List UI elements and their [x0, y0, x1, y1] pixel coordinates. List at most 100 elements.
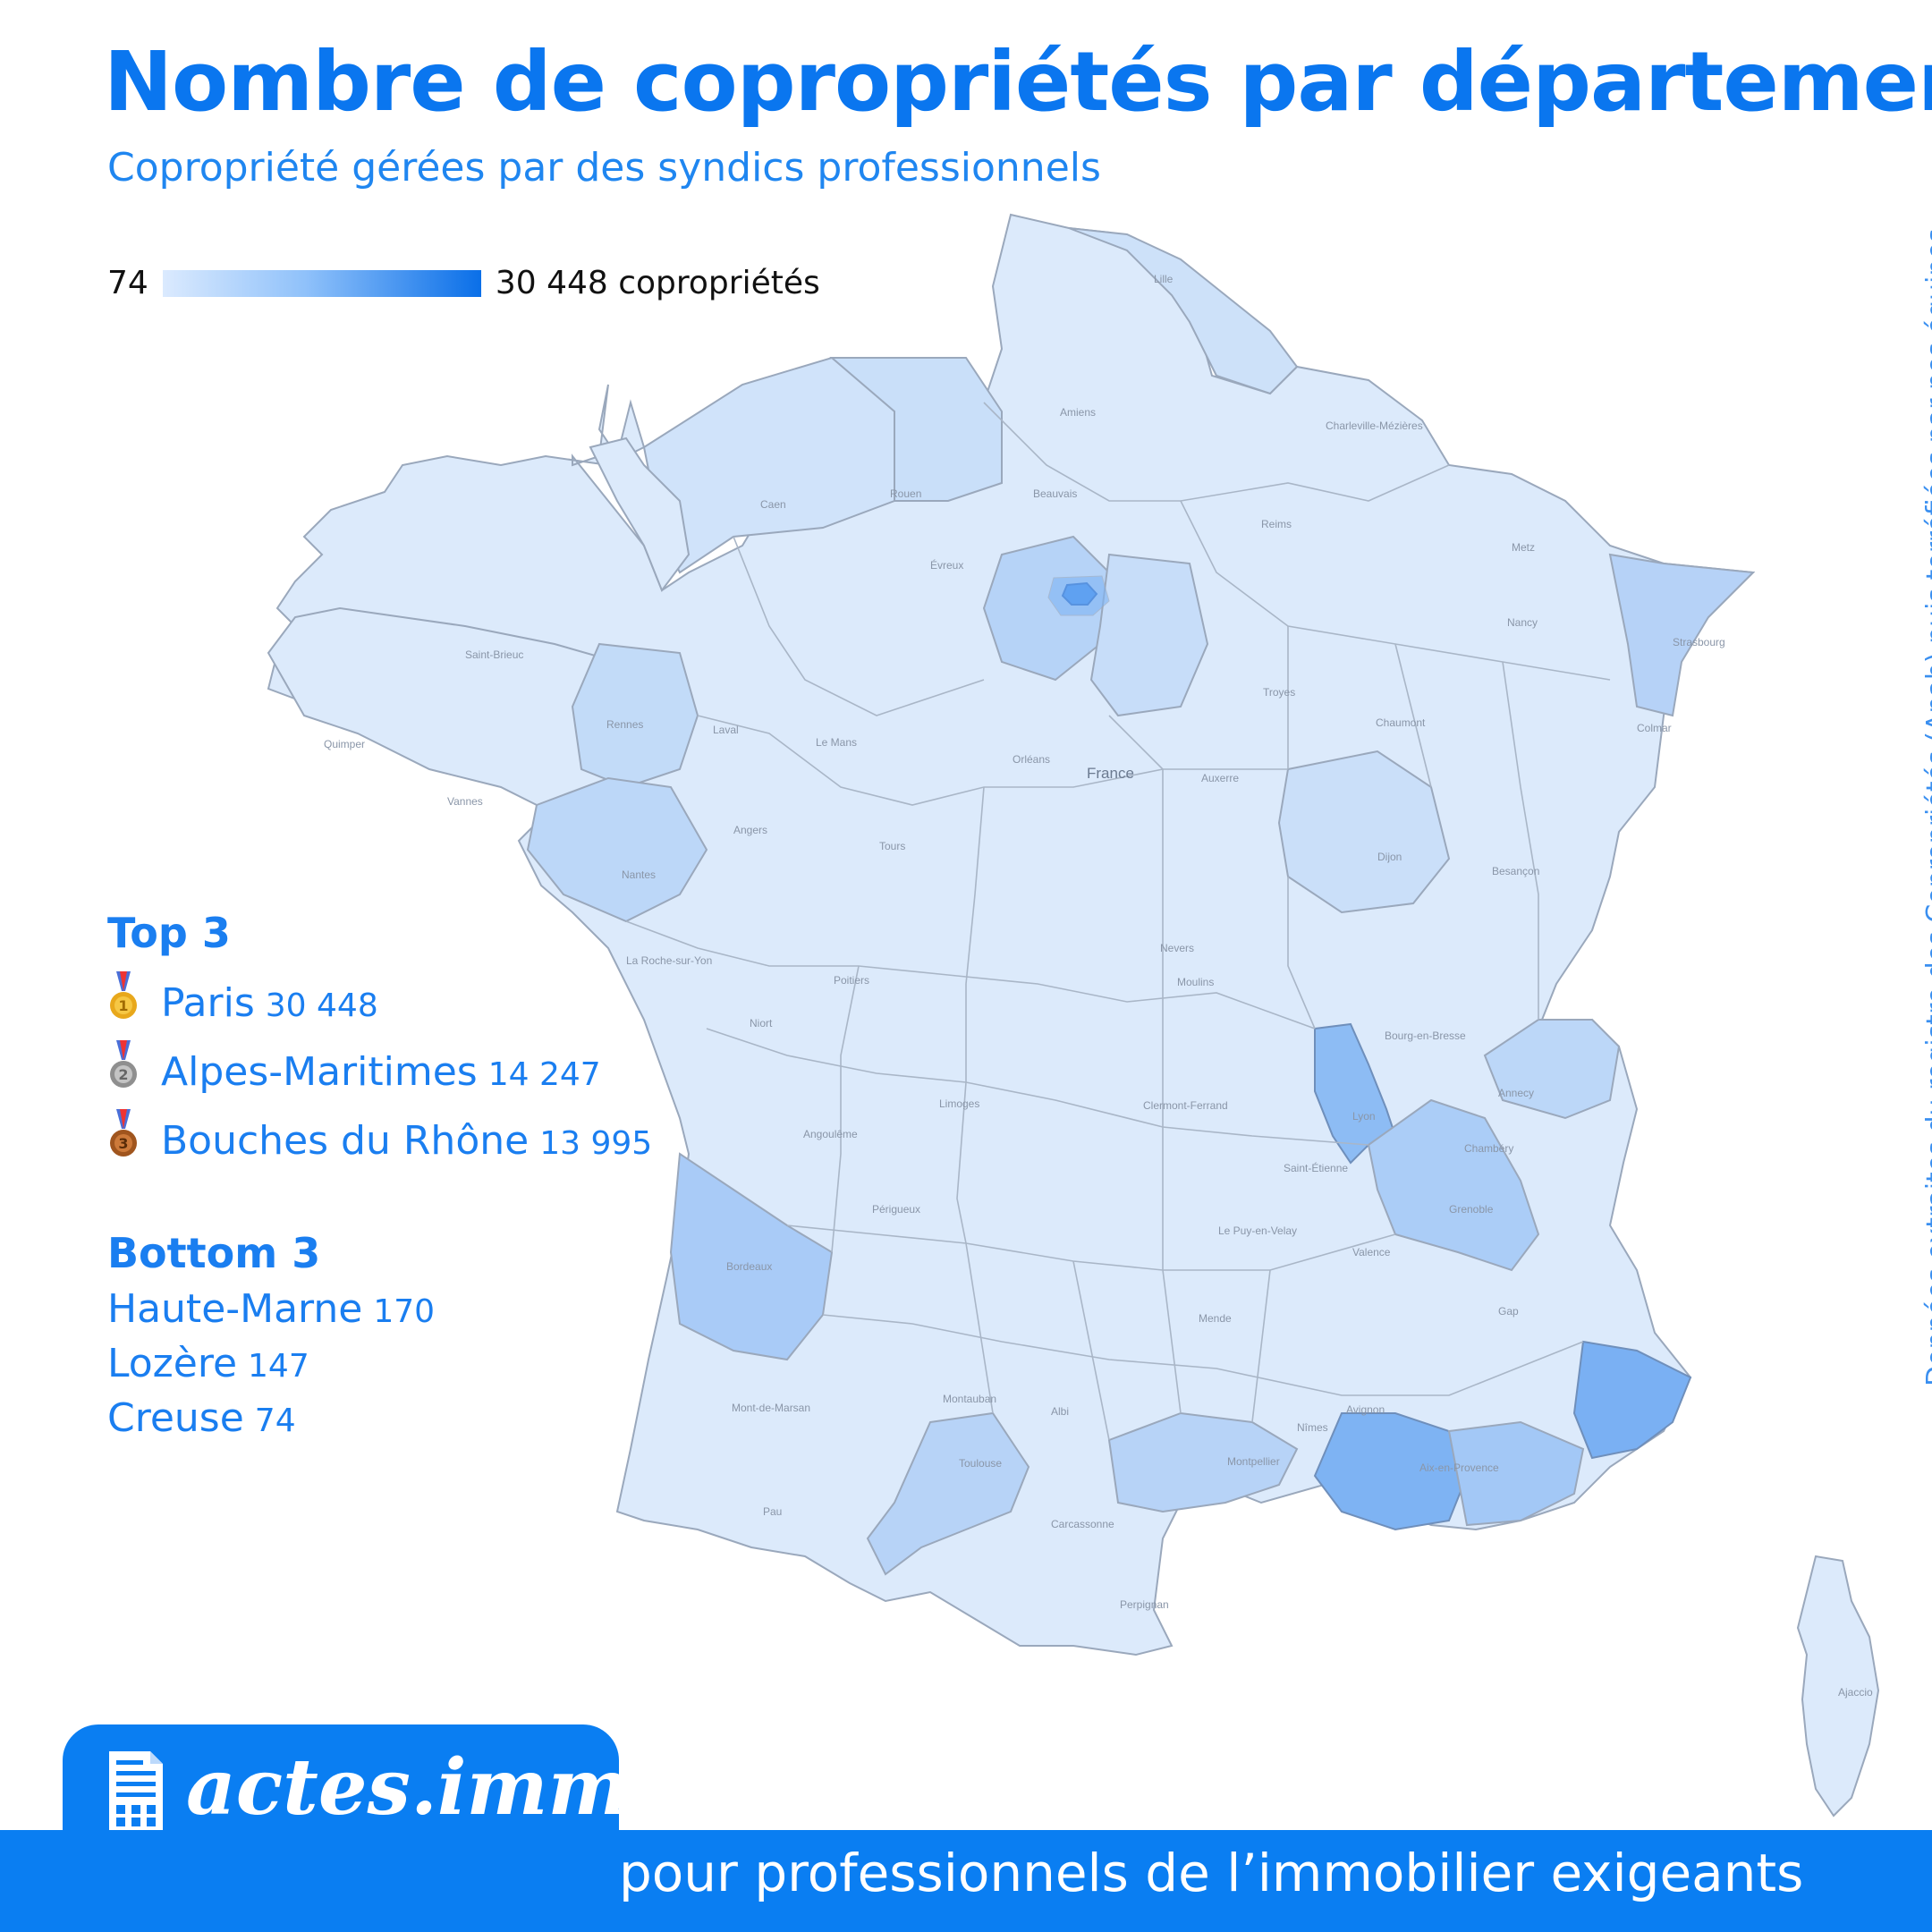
- city-label: Bordeaux: [726, 1260, 772, 1273]
- silver-medal-icon: 2: [110, 1040, 137, 1088]
- city-label: Amiens: [1060, 406, 1096, 419]
- bronze-medal-icon: 3: [110, 1109, 137, 1157]
- source-note: Données extraites du registre des Coprop…: [1921, 228, 1932, 1386]
- bottom3-value: 74: [254, 1402, 296, 1439]
- dept-herault: [1107, 1411, 1299, 1513]
- city-label: Angers: [733, 824, 767, 836]
- dept-bas-rhin: [1608, 553, 1756, 717]
- city-label: Limoges: [939, 1097, 979, 1110]
- top3-item: 1 Paris 30 448: [107, 966, 652, 1026]
- bottom3-item: Creuse 74: [107, 1395, 435, 1441]
- dept-haute-garonne: [866, 1411, 1030, 1576]
- bottom3-panel: Bottom 3 Haute-Marne 170 Lozère 147 Creu…: [107, 1229, 435, 1441]
- top3-value: 14 247: [487, 1056, 601, 1093]
- city-label: Orléans: [1013, 753, 1050, 766]
- city-label: Nevers: [1160, 942, 1194, 954]
- mainland-france-shape: [267, 213, 1756, 1657]
- city-label: Montauban: [943, 1393, 996, 1405]
- city-label: Saint-Brieuc: [465, 648, 523, 661]
- city-label: Auxerre: [1201, 772, 1239, 784]
- dept-var: [1447, 1420, 1585, 1527]
- city-label: Pau: [763, 1505, 782, 1518]
- city-label: Toulouse: [959, 1457, 1002, 1470]
- city-label: Valence: [1352, 1246, 1391, 1258]
- city-label: Mende: [1199, 1312, 1232, 1325]
- city-label: Tours: [879, 840, 905, 852]
- top3-item: 3 Bouches du Rhône 13 995: [107, 1104, 652, 1164]
- city-labels: Lille Amiens Rouen Caen Beauvais Reims M…: [324, 273, 1873, 1699]
- city-label: Quimper: [324, 738, 365, 750]
- city-label: Clermont-Ferrand: [1143, 1099, 1228, 1112]
- city-label: Angoulême: [803, 1128, 858, 1140]
- svg-text:3: 3: [118, 1135, 128, 1152]
- legend-max-label: 30 448 copropriétés: [495, 265, 820, 301]
- city-label: Dijon: [1377, 851, 1402, 863]
- city-label: Charleville-Mézières: [1326, 419, 1423, 432]
- dept-nord: [1068, 227, 1299, 395]
- country-label: France: [1087, 765, 1134, 782]
- building-document-icon: [109, 1751, 163, 1830]
- dept-seine-maritime: [829, 357, 1003, 502]
- city-label: Avignon: [1346, 1403, 1385, 1416]
- svg-text:1: 1: [118, 997, 128, 1014]
- city-label: Ajaccio: [1838, 1686, 1873, 1699]
- dept-bouches-du-rhone: [1313, 1412, 1469, 1531]
- city-label: Rennes: [606, 718, 643, 731]
- dept-alpes-maritimes: [1572, 1340, 1692, 1460]
- top3-name: Bouches du Rhône: [161, 1118, 530, 1164]
- city-label: Nantes: [622, 869, 656, 881]
- city-label: Moulins: [1177, 976, 1214, 988]
- city-label: Évreux: [930, 558, 963, 572]
- city-label: Bourg-en-Bresse: [1385, 1030, 1466, 1042]
- city-label: Metz: [1512, 541, 1535, 554]
- city-label: Gap: [1498, 1305, 1519, 1318]
- svg-text:2: 2: [118, 1066, 128, 1083]
- top3-value: 30 448: [265, 987, 378, 1024]
- city-label: Périgueux: [872, 1203, 920, 1216]
- color-legend: 74 30 448 copropriétés: [107, 265, 820, 301]
- gold-medal-icon: 1: [110, 971, 137, 1019]
- city-label: Perpignan: [1120, 1598, 1169, 1611]
- bottom3-name: Creuse: [107, 1395, 244, 1441]
- bottom3-item: Lozère 147: [107, 1341, 435, 1386]
- top3-panel: Top 3 1 Paris 30 448 2 Alpes-Maritimes 1…: [107, 909, 652, 1164]
- city-label: Strasbourg: [1673, 636, 1725, 648]
- city-label: Nîmes: [1297, 1421, 1328, 1434]
- dept-petite-couronne: [1047, 575, 1110, 616]
- dept-haute-savoie-savoie: [1483, 1019, 1621, 1120]
- city-label: Laval: [713, 724, 739, 736]
- city-label: Nancy: [1507, 616, 1538, 629]
- bottom3-value: 170: [373, 1293, 436, 1330]
- bottom3-item: Haute-Marne 170: [107, 1286, 435, 1332]
- top3-name: Alpes-Maritimes: [161, 1049, 478, 1095]
- dept-gironde: [669, 1152, 834, 1361]
- city-label: Vannes: [447, 795, 483, 808]
- page-title: Nombre de copropriétés par département: [104, 34, 1932, 130]
- bottom3-name: Haute-Marne: [107, 1286, 363, 1332]
- city-label: Caen: [760, 498, 786, 511]
- city-label: Le Puy-en-Velay: [1218, 1224, 1297, 1237]
- city-label: Lille: [1154, 273, 1174, 285]
- city-label: Aix-en-Provence: [1419, 1462, 1499, 1474]
- legend-gradient-bar: [162, 269, 481, 297]
- city-label: Niort: [750, 1017, 773, 1030]
- city-label: Mont-de-Marsan: [732, 1402, 810, 1414]
- city-label: Carcassonne: [1051, 1518, 1114, 1530]
- top3-value: 13 995: [539, 1125, 653, 1162]
- bottom3-value: 147: [248, 1348, 309, 1385]
- city-label: Montpellier: [1227, 1455, 1280, 1468]
- city-label: Troyes: [1263, 686, 1295, 699]
- dept-loire-atlantique: [526, 776, 708, 923]
- city-label: Beauvais: [1033, 487, 1077, 500]
- dept-val-d-oise-yvelines: [982, 535, 1111, 682]
- city-label: Poitiers: [834, 974, 869, 987]
- top3-heading: Top 3: [107, 909, 231, 957]
- city-label: Chambéry: [1464, 1142, 1513, 1155]
- city-label: Lyon: [1352, 1110, 1376, 1123]
- dept-cote-d-or: [1277, 750, 1451, 914]
- dept-ille-et-vilaine: [571, 642, 699, 789]
- brand-tab: actes.immo: [63, 1724, 681, 1894]
- department-borders: [625, 402, 1611, 1441]
- city-label: Chaumont: [1376, 716, 1426, 729]
- bottom3-name: Lozère: [107, 1341, 238, 1386]
